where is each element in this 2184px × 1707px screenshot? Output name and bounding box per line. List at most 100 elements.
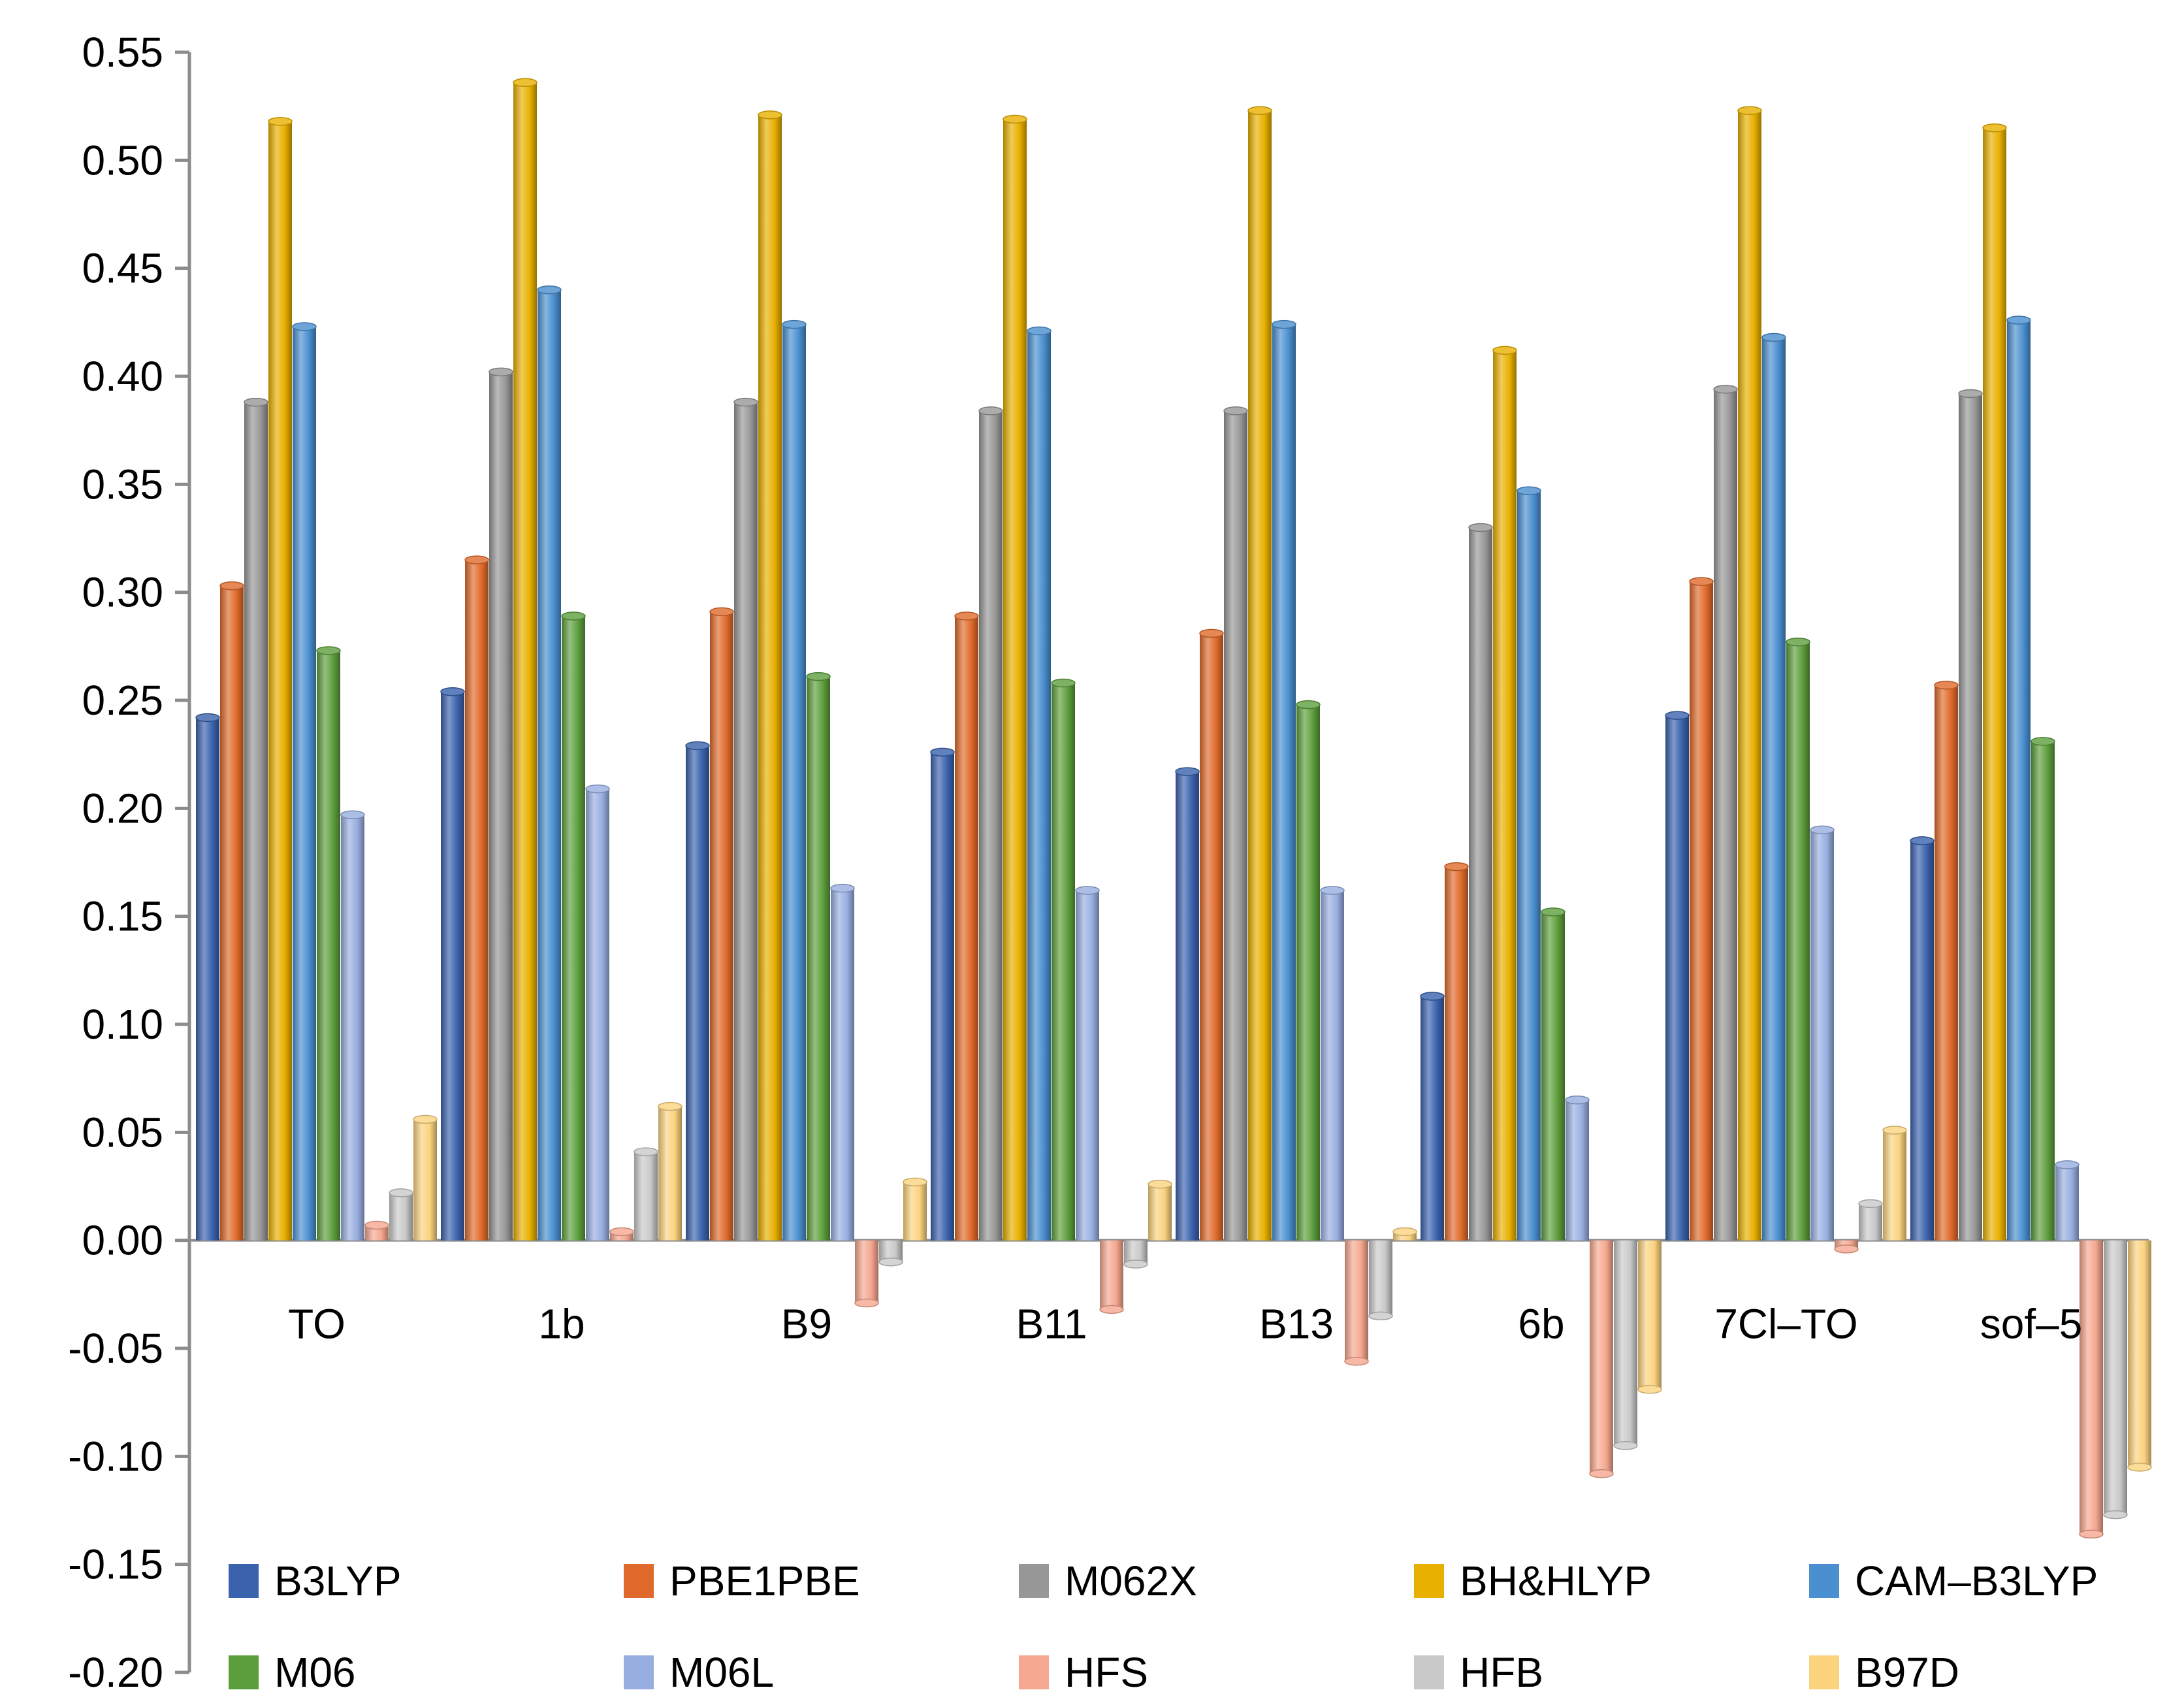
legend-label: M062X bbox=[1065, 1557, 1197, 1604]
legend-swatch bbox=[1414, 1655, 1444, 1689]
bar-cap bbox=[1834, 1244, 1859, 1254]
category-label: B11 bbox=[1016, 1301, 1087, 1348]
legend-label: M06L bbox=[669, 1649, 774, 1696]
bar-cam-b3lyp-0 bbox=[293, 326, 316, 1241]
bar-cap bbox=[1565, 1095, 1590, 1105]
bar-m062x-6 bbox=[1714, 389, 1737, 1241]
y-tick-label: 0.15 bbox=[82, 893, 163, 940]
bar-b97d-6 bbox=[1883, 1130, 1906, 1241]
bar-cap bbox=[1027, 326, 1052, 336]
bar-pbe1pbe-6 bbox=[1690, 581, 1713, 1241]
legend-swatch bbox=[1809, 1564, 1839, 1598]
bar-hfs-2 bbox=[855, 1240, 878, 1303]
legend-label: B3LYP bbox=[274, 1557, 402, 1604]
bar-cam-b3lyp-2 bbox=[782, 324, 806, 1241]
bar-cap bbox=[489, 367, 513, 377]
y-tick-label: 0.00 bbox=[82, 1217, 163, 1264]
bar-cap bbox=[464, 555, 489, 564]
bar-cap bbox=[1444, 862, 1469, 871]
bar-bh-hlyp-6 bbox=[1738, 110, 1761, 1241]
bar-m062x-0 bbox=[244, 402, 268, 1241]
bar-b3lyp-4 bbox=[1176, 772, 1199, 1241]
bar-cap bbox=[2031, 737, 2055, 746]
bar-hfb-0 bbox=[389, 1192, 413, 1241]
y-tick-label: 0.30 bbox=[82, 569, 163, 616]
bar-b97d-2 bbox=[903, 1182, 927, 1241]
bar-cap bbox=[513, 78, 538, 88]
legend: B3LYP PBE1PBE M062X BH&HLYP CAM–B3LYP M06 M06L… bbox=[229, 1557, 2098, 1696]
bar-cap bbox=[1934, 681, 1959, 690]
bar-hfs-3 bbox=[1100, 1240, 1123, 1310]
bar-m06l-6 bbox=[1810, 830, 1834, 1241]
bar-cap bbox=[1982, 123, 2007, 133]
legend-label: HFS bbox=[1065, 1649, 1148, 1696]
bar-cam-b3lyp-5 bbox=[1517, 491, 1541, 1241]
bar-cap bbox=[609, 1227, 634, 1237]
bar-cap bbox=[1786, 637, 1810, 647]
bar-b3lyp-1 bbox=[441, 691, 464, 1241]
bar-cap bbox=[1247, 106, 1272, 116]
bar-m06-1 bbox=[562, 616, 585, 1241]
bar-cap bbox=[1123, 1260, 1148, 1269]
bar-bh-hlyp-2 bbox=[758, 114, 782, 1241]
bar-b3lyp-0 bbox=[196, 717, 219, 1241]
y-axis: 0.55 0.50 0.45 0.40 0.35 0.30 0.25 0.20 0.15 0.10… bbox=[68, 29, 2149, 1696]
bar-hfs-7 bbox=[2080, 1240, 2103, 1535]
bar-m06l-1 bbox=[586, 788, 609, 1241]
bar-pbe1pbe-4 bbox=[1200, 633, 1223, 1241]
bar-cap bbox=[340, 810, 365, 820]
bar-cap bbox=[2103, 1510, 2128, 1520]
bar-bh-hlyp-0 bbox=[268, 121, 292, 1241]
bar-m06-3 bbox=[1052, 683, 1075, 1241]
bar-bh-hlyp-7 bbox=[1983, 127, 2006, 1241]
bar-cap bbox=[978, 406, 1003, 415]
bar-pbe1pbe-2 bbox=[710, 611, 733, 1241]
bar-cap bbox=[1761, 333, 1786, 342]
bar-cap bbox=[685, 741, 710, 751]
bar-b97d-7 bbox=[2128, 1240, 2151, 1467]
bar-cap bbox=[782, 319, 807, 329]
bar-hfb-1 bbox=[634, 1152, 658, 1241]
legend-label: HFB bbox=[1460, 1649, 1543, 1696]
bar-hfb-4 bbox=[1369, 1240, 1392, 1316]
legend-label: CAM–B3LYP bbox=[1855, 1557, 2098, 1604]
bar-cap bbox=[1737, 106, 1762, 116]
bar-b3lyp-3 bbox=[931, 752, 954, 1241]
bar-m06l-7 bbox=[2055, 1164, 2079, 1241]
bar-cap bbox=[561, 611, 586, 621]
bar-cap bbox=[1368, 1311, 1393, 1321]
bar-cap bbox=[709, 607, 734, 617]
bar-cap bbox=[1882, 1126, 1907, 1135]
bar-cam-b3lyp-3 bbox=[1027, 331, 1051, 1241]
y-tick-label: 0.50 bbox=[82, 137, 163, 184]
bar-b3lyp-6 bbox=[1665, 715, 1689, 1241]
bar-cap bbox=[413, 1114, 438, 1124]
legend-swatch bbox=[229, 1564, 259, 1598]
bar-cap bbox=[1051, 678, 1076, 688]
bar-cap bbox=[1541, 907, 1566, 917]
legend-label: BH&HLYP bbox=[1460, 1557, 1652, 1604]
category-label: 7Cl–TO bbox=[1714, 1301, 1857, 1348]
bar-cap bbox=[585, 784, 610, 794]
bar-m06l-5 bbox=[1566, 1099, 1589, 1241]
bar-m06l-0 bbox=[341, 815, 364, 1241]
y-tick-label: 0.45 bbox=[82, 245, 163, 292]
category-label: sof–5 bbox=[1980, 1301, 2083, 1348]
bar-b3lyp-5 bbox=[1421, 996, 1444, 1241]
bar-cap bbox=[537, 285, 562, 295]
category-label: TO bbox=[288, 1301, 345, 1348]
bar-cap bbox=[1689, 577, 1714, 586]
bar-cap bbox=[219, 581, 244, 591]
bar-cap bbox=[903, 1177, 927, 1187]
bar-cap bbox=[1858, 1199, 1883, 1209]
bar-m06-5 bbox=[1541, 912, 1565, 1241]
bar-hfs-4 bbox=[1345, 1240, 1368, 1361]
bar-cap bbox=[2055, 1160, 2080, 1169]
bar-cap bbox=[1199, 628, 1224, 638]
bar-cap bbox=[244, 397, 268, 407]
bar-cap bbox=[2079, 1529, 2104, 1539]
bar-cap bbox=[316, 646, 341, 655]
bar-b97d-1 bbox=[658, 1106, 682, 1241]
bar-cap bbox=[1910, 836, 1935, 845]
